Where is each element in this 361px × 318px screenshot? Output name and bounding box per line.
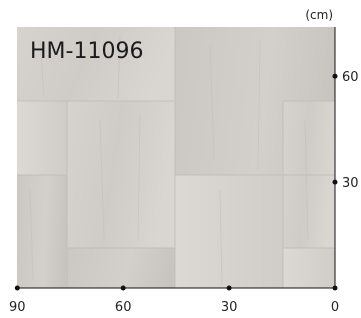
x-tick-label: 90 [9,300,26,315]
x-tick-label: 30 [221,300,238,315]
x-tick-dot [227,286,232,291]
tile-texture [17,27,335,288]
x-tick-label: 0 [331,300,339,315]
product-code: HM-11096 [30,39,143,64]
x-tick-label: 60 [115,300,132,315]
y-tick-label: 60 [342,70,359,85]
x-tick-dot [121,286,126,291]
x-tick-dot [333,286,338,291]
sample-view: HM-11096 (cm) 90 60 30 0 30 60 [0,0,361,318]
x-tick-dot [15,286,20,291]
page: HM-11096 (cm) 90603003060 (() => { const… [0,0,361,318]
y-tick-label: 30 [342,176,359,191]
y-tick-dot [333,180,338,185]
unit-label: (cm) [305,8,333,22]
y-tick-dot [333,74,338,79]
